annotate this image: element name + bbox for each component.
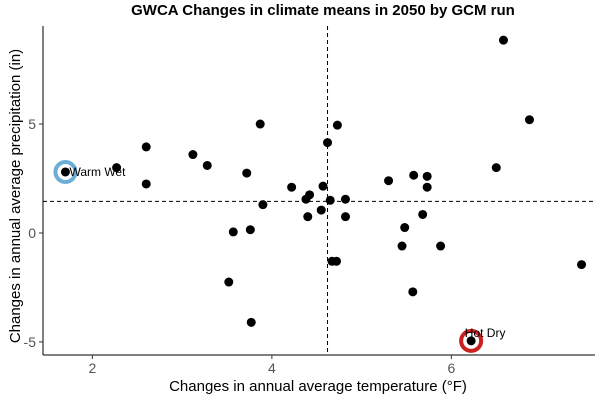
data-point xyxy=(258,200,268,210)
data-point xyxy=(141,142,151,152)
data-point xyxy=(255,119,265,129)
y-tick-label: 0 xyxy=(28,225,36,241)
y-tick-label: -5 xyxy=(24,334,37,350)
data-point xyxy=(409,170,419,180)
data-point xyxy=(112,163,122,173)
data-point xyxy=(224,277,234,287)
data-point xyxy=(332,256,342,266)
x-tick-label: 2 xyxy=(88,360,96,376)
highlight-ring-hot-dry xyxy=(459,328,484,353)
data-point xyxy=(340,212,350,222)
data-point xyxy=(188,150,198,160)
highlight-ring-warm-wet xyxy=(53,159,78,184)
annotation-label: Hot Dry xyxy=(465,326,506,340)
data-point xyxy=(384,176,394,186)
data-point xyxy=(141,179,151,189)
data-point xyxy=(245,225,255,235)
data-point xyxy=(422,182,432,192)
data-point xyxy=(340,194,350,204)
y-axis-label: Changes in annual average precipitation … xyxy=(7,49,24,343)
x-tick-label: 4 xyxy=(268,360,276,376)
data-point xyxy=(242,168,252,178)
data-point xyxy=(491,163,501,173)
data-point xyxy=(287,182,297,192)
data-point xyxy=(408,287,418,297)
data-point xyxy=(400,223,410,233)
y-tick-label: 5 xyxy=(28,116,36,132)
data-point xyxy=(316,205,326,215)
data-point xyxy=(323,138,333,148)
data-point xyxy=(228,227,238,237)
data-point xyxy=(325,195,335,205)
data-point xyxy=(422,171,432,181)
data-point xyxy=(498,35,508,45)
data-point xyxy=(305,190,315,200)
annotation-label: Warm Wet xyxy=(69,165,126,179)
data-point xyxy=(303,212,313,222)
data-point xyxy=(436,241,446,251)
data-point xyxy=(397,241,407,251)
data-point xyxy=(418,209,428,219)
data-point xyxy=(202,160,212,170)
data-point xyxy=(246,317,256,327)
data-point xyxy=(60,167,70,177)
data-point xyxy=(332,120,342,130)
data-point xyxy=(466,336,476,346)
data-point xyxy=(318,181,328,191)
data-point xyxy=(524,115,534,125)
data-point xyxy=(577,260,587,270)
x-axis-label: Changes in annual average temperature (°… xyxy=(169,378,467,395)
x-tick-label: 6 xyxy=(447,360,455,376)
plot-area: 2 4 6 -5 0 5 Warm Wet Hot Dry xyxy=(24,26,595,376)
chart-title: GWCA Changes in climate means in 2050 by… xyxy=(131,2,515,19)
